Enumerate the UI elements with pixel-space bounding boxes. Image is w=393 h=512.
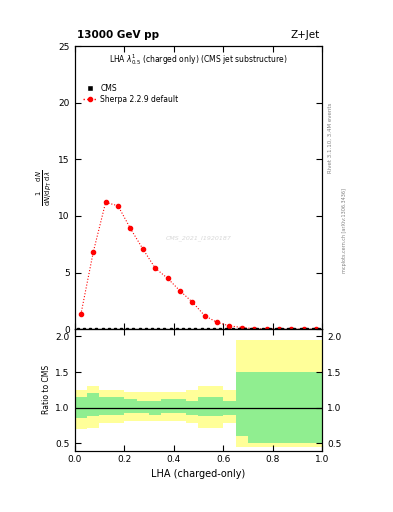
Bar xyxy=(298,372,310,443)
Bar xyxy=(211,397,223,416)
Bar xyxy=(248,372,260,443)
Text: Z+Jet: Z+Jet xyxy=(290,30,320,40)
Text: CMS_2021_I1920187: CMS_2021_I1920187 xyxy=(165,236,231,242)
Bar xyxy=(174,399,186,413)
Bar xyxy=(87,393,99,416)
Bar xyxy=(124,399,137,413)
Bar xyxy=(149,400,161,415)
Bar xyxy=(211,387,223,428)
Bar xyxy=(273,340,285,447)
Bar xyxy=(99,397,112,415)
Bar xyxy=(186,390,198,423)
Bar xyxy=(174,392,186,420)
Bar xyxy=(285,372,298,443)
Text: 13000 GeV pp: 13000 GeV pp xyxy=(77,30,159,40)
Text: Rivet 3.1.10, 3.4M events: Rivet 3.1.10, 3.4M events xyxy=(328,103,333,174)
Y-axis label: $\frac{1}{\mathrm{d}N/\mathrm{d}p_T}\frac{\mathrm{d}N}{\mathrm{d}\lambda}$: $\frac{1}{\mathrm{d}N/\mathrm{d}p_T}\fra… xyxy=(35,169,54,206)
Bar xyxy=(223,390,235,423)
Bar xyxy=(161,399,174,413)
Bar xyxy=(161,392,174,420)
Bar xyxy=(137,400,149,414)
Bar xyxy=(310,372,322,443)
Bar xyxy=(186,400,198,415)
Bar xyxy=(198,397,211,416)
Bar xyxy=(260,372,273,443)
Bar xyxy=(198,387,211,428)
Bar xyxy=(99,390,112,423)
Bar xyxy=(310,340,322,447)
Bar xyxy=(124,392,137,420)
Text: mcplots.cern.ch [arXiv:1306.3436]: mcplots.cern.ch [arXiv:1306.3436] xyxy=(342,188,347,273)
Bar xyxy=(223,400,235,415)
Bar xyxy=(260,340,273,447)
Bar xyxy=(87,387,99,428)
Bar xyxy=(248,340,260,447)
Bar xyxy=(273,372,285,443)
Bar xyxy=(75,397,87,418)
Bar xyxy=(75,390,87,429)
Bar xyxy=(285,340,298,447)
Bar xyxy=(235,340,248,447)
Bar xyxy=(149,392,161,420)
Bar xyxy=(137,392,149,420)
X-axis label: LHA (charged-only): LHA (charged-only) xyxy=(151,468,246,479)
Bar xyxy=(235,372,248,436)
Bar xyxy=(112,390,124,423)
Bar xyxy=(298,340,310,447)
Bar xyxy=(112,397,124,415)
Text: LHA $\lambda^{1}_{0.5}$ (charged only) (CMS jet substructure): LHA $\lambda^{1}_{0.5}$ (charged only) (… xyxy=(109,52,288,67)
Y-axis label: Ratio to CMS: Ratio to CMS xyxy=(42,366,51,414)
Legend: CMS, Sherpa 2.2.9 default: CMS, Sherpa 2.2.9 default xyxy=(83,84,178,104)
